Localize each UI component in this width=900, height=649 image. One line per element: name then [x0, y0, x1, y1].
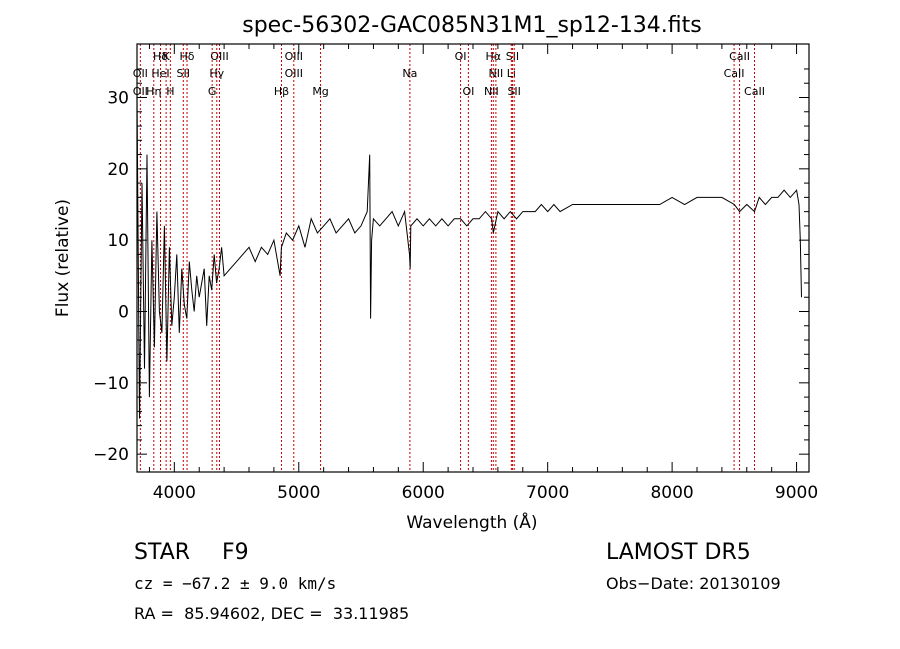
spectral-line-label: OIII — [210, 50, 228, 63]
spectral-line-label: H — [166, 85, 174, 98]
y-tick-label: 0 — [118, 303, 129, 323]
plot-frame — [136, 43, 810, 473]
spectral-line-label: CaII — [729, 50, 750, 63]
spectral-line-label: OIII — [285, 67, 303, 80]
survey-name: LAMOST DR5 — [606, 540, 751, 565]
spectral-line-label: Li — [507, 67, 516, 80]
spectral-line-label: Hδ — [153, 50, 168, 63]
object-subclass: F9 — [222, 540, 249, 565]
spectral-line-label: CaII — [744, 85, 765, 98]
object-class: STAR — [134, 540, 191, 565]
spectrum-line — [136, 97, 802, 419]
y-tick-label: 20 — [107, 160, 129, 180]
spectral-line-label: Hη — [146, 85, 161, 98]
x-tick-label: 9000 — [775, 483, 818, 503]
y-tick-label: −10 — [93, 374, 129, 394]
observation-date: Obs−Date: 20130109 — [606, 574, 781, 593]
x-axis-label: Wavelength (Å) — [406, 511, 537, 533]
spectral-line-label: CaII — [724, 67, 745, 80]
spectral-line-label: OIII — [285, 50, 303, 63]
y-tick-label: 10 — [107, 231, 129, 251]
chart-title: spec-56302-GAC085N31M1_sp12-134.fits — [242, 13, 702, 38]
coordinates: RA = 85.94602, DEC = 33.11985 — [134, 604, 410, 623]
x-tick-label: 4000 — [153, 483, 196, 503]
x-axis: 4000 5000 6000 7000 8000 9000 — [148, 44, 818, 503]
spectral-line-label: Hβ — [274, 85, 289, 98]
spectral-line-label: SII — [507, 85, 520, 98]
spectrum-series — [136, 97, 802, 419]
spectral-line-label: Hδ — [180, 50, 195, 63]
spectral-line-label: SII — [177, 67, 190, 80]
y-tick-label: 30 — [107, 89, 129, 109]
spectral-line-label: NII — [489, 67, 504, 80]
spectral-line-label: G — [208, 85, 217, 98]
spectral-line-label: K — [163, 50, 171, 63]
spectral-line-label: SII — [506, 50, 519, 63]
spectral-line-label: Mg — [312, 85, 328, 98]
spectral-line-label: NII — [484, 85, 499, 98]
spectral-line-label: OI — [455, 50, 467, 63]
spectral-line-label: HeI — [151, 67, 169, 80]
redshift-velocity: cz = −67.2 ± 9.0 km/s — [134, 574, 337, 593]
spectral-line-label: Hα — [486, 50, 502, 63]
x-tick-label: 6000 — [402, 483, 445, 503]
y-tick-label: −20 — [93, 445, 129, 465]
x-tick-label: 7000 — [526, 483, 569, 503]
x-tick-label: 5000 — [277, 483, 320, 503]
y-axis-label: Flux (relative) — [53, 199, 73, 317]
spectral-line-label: OI — [462, 85, 474, 98]
y-axis: −20 −10 0 10 20 30 — [93, 68, 809, 465]
spectral-line-label: Na — [402, 67, 417, 80]
x-tick-label: 8000 — [650, 483, 693, 503]
spectral-line-label: Hγ — [209, 67, 224, 80]
